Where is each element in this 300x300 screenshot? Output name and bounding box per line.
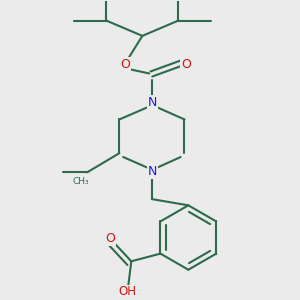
- Text: O: O: [105, 232, 115, 245]
- Text: O: O: [181, 58, 191, 71]
- Text: N: N: [148, 165, 157, 178]
- Text: CH₃: CH₃: [73, 177, 89, 186]
- Text: OH: OH: [118, 286, 136, 298]
- Text: O: O: [120, 58, 130, 71]
- Text: N: N: [148, 96, 157, 109]
